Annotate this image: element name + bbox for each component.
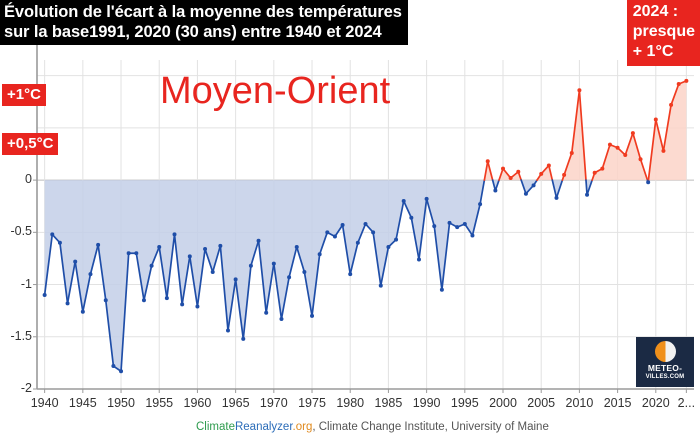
x-tick-13: 2005 [527,396,556,410]
credit-reanalyzer: Reanalyzer [234,421,293,433]
x-tick-4: 1960 [183,396,212,410]
y-tick-4: -2 [20,381,32,395]
x-tick-14: 2010 [565,396,594,410]
x-tick-0: 1940 [30,396,59,410]
chart-title-band: Évolution de l'écart à la moyenne des te… [0,0,408,45]
x-tick-15: 2015 [603,396,632,410]
callout-line3: + 1°C [632,43,674,60]
x-tick-1: 1945 [68,396,97,410]
source-credit: ClimateReanalyzer.org, Climate Change In… [196,421,549,433]
x-tick-2: 1950 [107,396,135,410]
x-tick-5: 1965 [221,396,250,410]
badge-plus-half-degree: +0,5°C [2,133,59,155]
x-tick-3: 1955 [145,396,174,410]
meteo-villes-logo: METEO- VILLES.COM [636,337,694,387]
credit-climate: Climate [196,421,235,433]
callout-2024: 2024 : presque + 1°C [626,0,700,66]
logo-circle-icon [654,341,676,362]
logo-line2: VILLES.COM [645,374,685,380]
x-tick-8: 1980 [336,396,365,410]
badge-plus-one-degree: +1°C [2,84,46,106]
x-tick-9: 1985 [374,396,403,410]
y-tick-2: -1 [20,276,32,291]
callout-line2: presque [632,23,695,40]
y-tick-1: -0.5 [10,224,32,239]
logo-line1: METEO- [647,363,683,373]
x-tick-10: 1990 [412,396,441,410]
callout-line1: 2024 : [632,3,679,20]
x-tick-11: 1995 [450,396,479,410]
x-tick-16: 2020 [641,396,670,410]
credit-org: .org [292,421,313,433]
y-tick-3: -1.5 [10,328,32,343]
x-tick-6: 1970 [259,396,288,410]
x-tick-7: 1975 [298,396,326,410]
chart-title-line2: sur la base1991, 2020 (30 ans) entre 194… [4,23,382,41]
x-tick-12: 2000 [489,396,517,410]
region-title: Moyen-Orient [160,70,391,112]
chart-title-line1: Évolution de l'écart à la moyenne des te… [4,3,402,21]
x-tick-17: 2... [677,396,696,410]
credit-rest: , Climate Change Institute, University o… [312,421,549,433]
y-tick-0: 0 [25,172,32,187]
